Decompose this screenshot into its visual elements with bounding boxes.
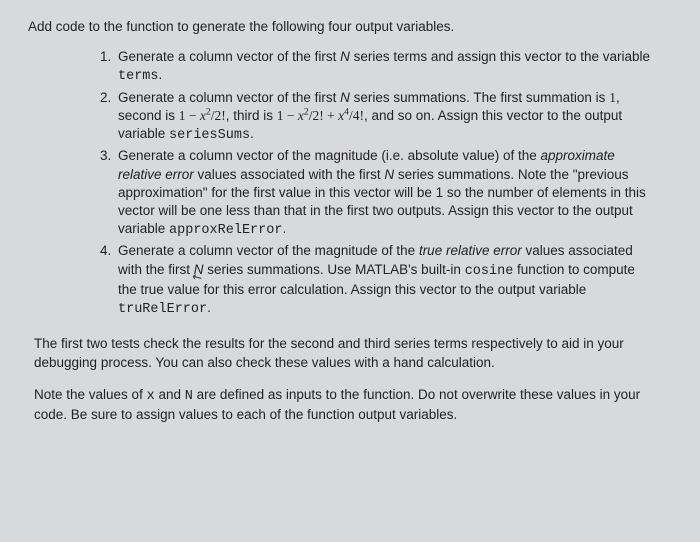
text: Generate a column vector of the first	[118, 90, 340, 105]
step-1: 1. Generate a column vector of the first…	[100, 48, 650, 86]
text: and	[155, 387, 185, 402]
ital-true-rel-error: true relative error	[419, 243, 522, 258]
text: series terms and assign this vector to t…	[350, 49, 650, 64]
step-2: 2. Generate a column vector of the first…	[100, 89, 650, 146]
step-number: 4.	[100, 242, 111, 260]
code-seriessums: seriesSums	[169, 128, 250, 143]
text: values associated with the first	[194, 167, 385, 182]
step-number: 2.	[100, 89, 111, 107]
paragraph-note: Note the values of x and N are defined a…	[34, 386, 660, 424]
text: Note the values of	[34, 387, 147, 402]
text: Generate a column vector of the magnitud…	[118, 243, 419, 258]
text: series summations. The first summation i…	[350, 90, 609, 105]
code-cosine: cosine	[465, 264, 514, 279]
text: Generate a column vector of the magnitud…	[118, 148, 541, 163]
var-x: x	[147, 389, 155, 404]
code-terms: terms	[118, 69, 159, 84]
code-approxrelerror: approxRelError	[169, 223, 282, 238]
step-number: 1.	[100, 48, 111, 66]
text: .	[159, 67, 163, 82]
paragraph-tests: The first two tests check the results fo…	[34, 335, 660, 371]
var-n: N	[185, 389, 193, 404]
text: .	[207, 300, 211, 315]
math-2: 1 − x2/2!	[179, 108, 226, 123]
step-4: 4. Generate a column vector of the magni…	[100, 242, 650, 319]
text: Generate a column vector of the first	[118, 49, 340, 64]
var-n: N	[340, 49, 350, 64]
text: .	[250, 126, 254, 141]
step-number: 3.	[100, 147, 111, 165]
math-1: 1	[609, 90, 616, 105]
text: series summations. Use MATLAB's built-in	[204, 262, 465, 277]
instruction-heading: Add code to the function to generate the…	[28, 18, 676, 36]
text: .	[282, 221, 286, 236]
math-3: 1 − x2/2! + x4/4!	[277, 108, 364, 123]
step-3: 3. Generate a column vector of the magni…	[100, 147, 650, 240]
steps-list: 1. Generate a column vector of the first…	[100, 48, 650, 319]
code-trurelerror: truRelError	[118, 302, 207, 317]
var-n: N	[340, 90, 350, 105]
var-n: N	[384, 167, 394, 182]
text: , third is	[226, 108, 277, 123]
